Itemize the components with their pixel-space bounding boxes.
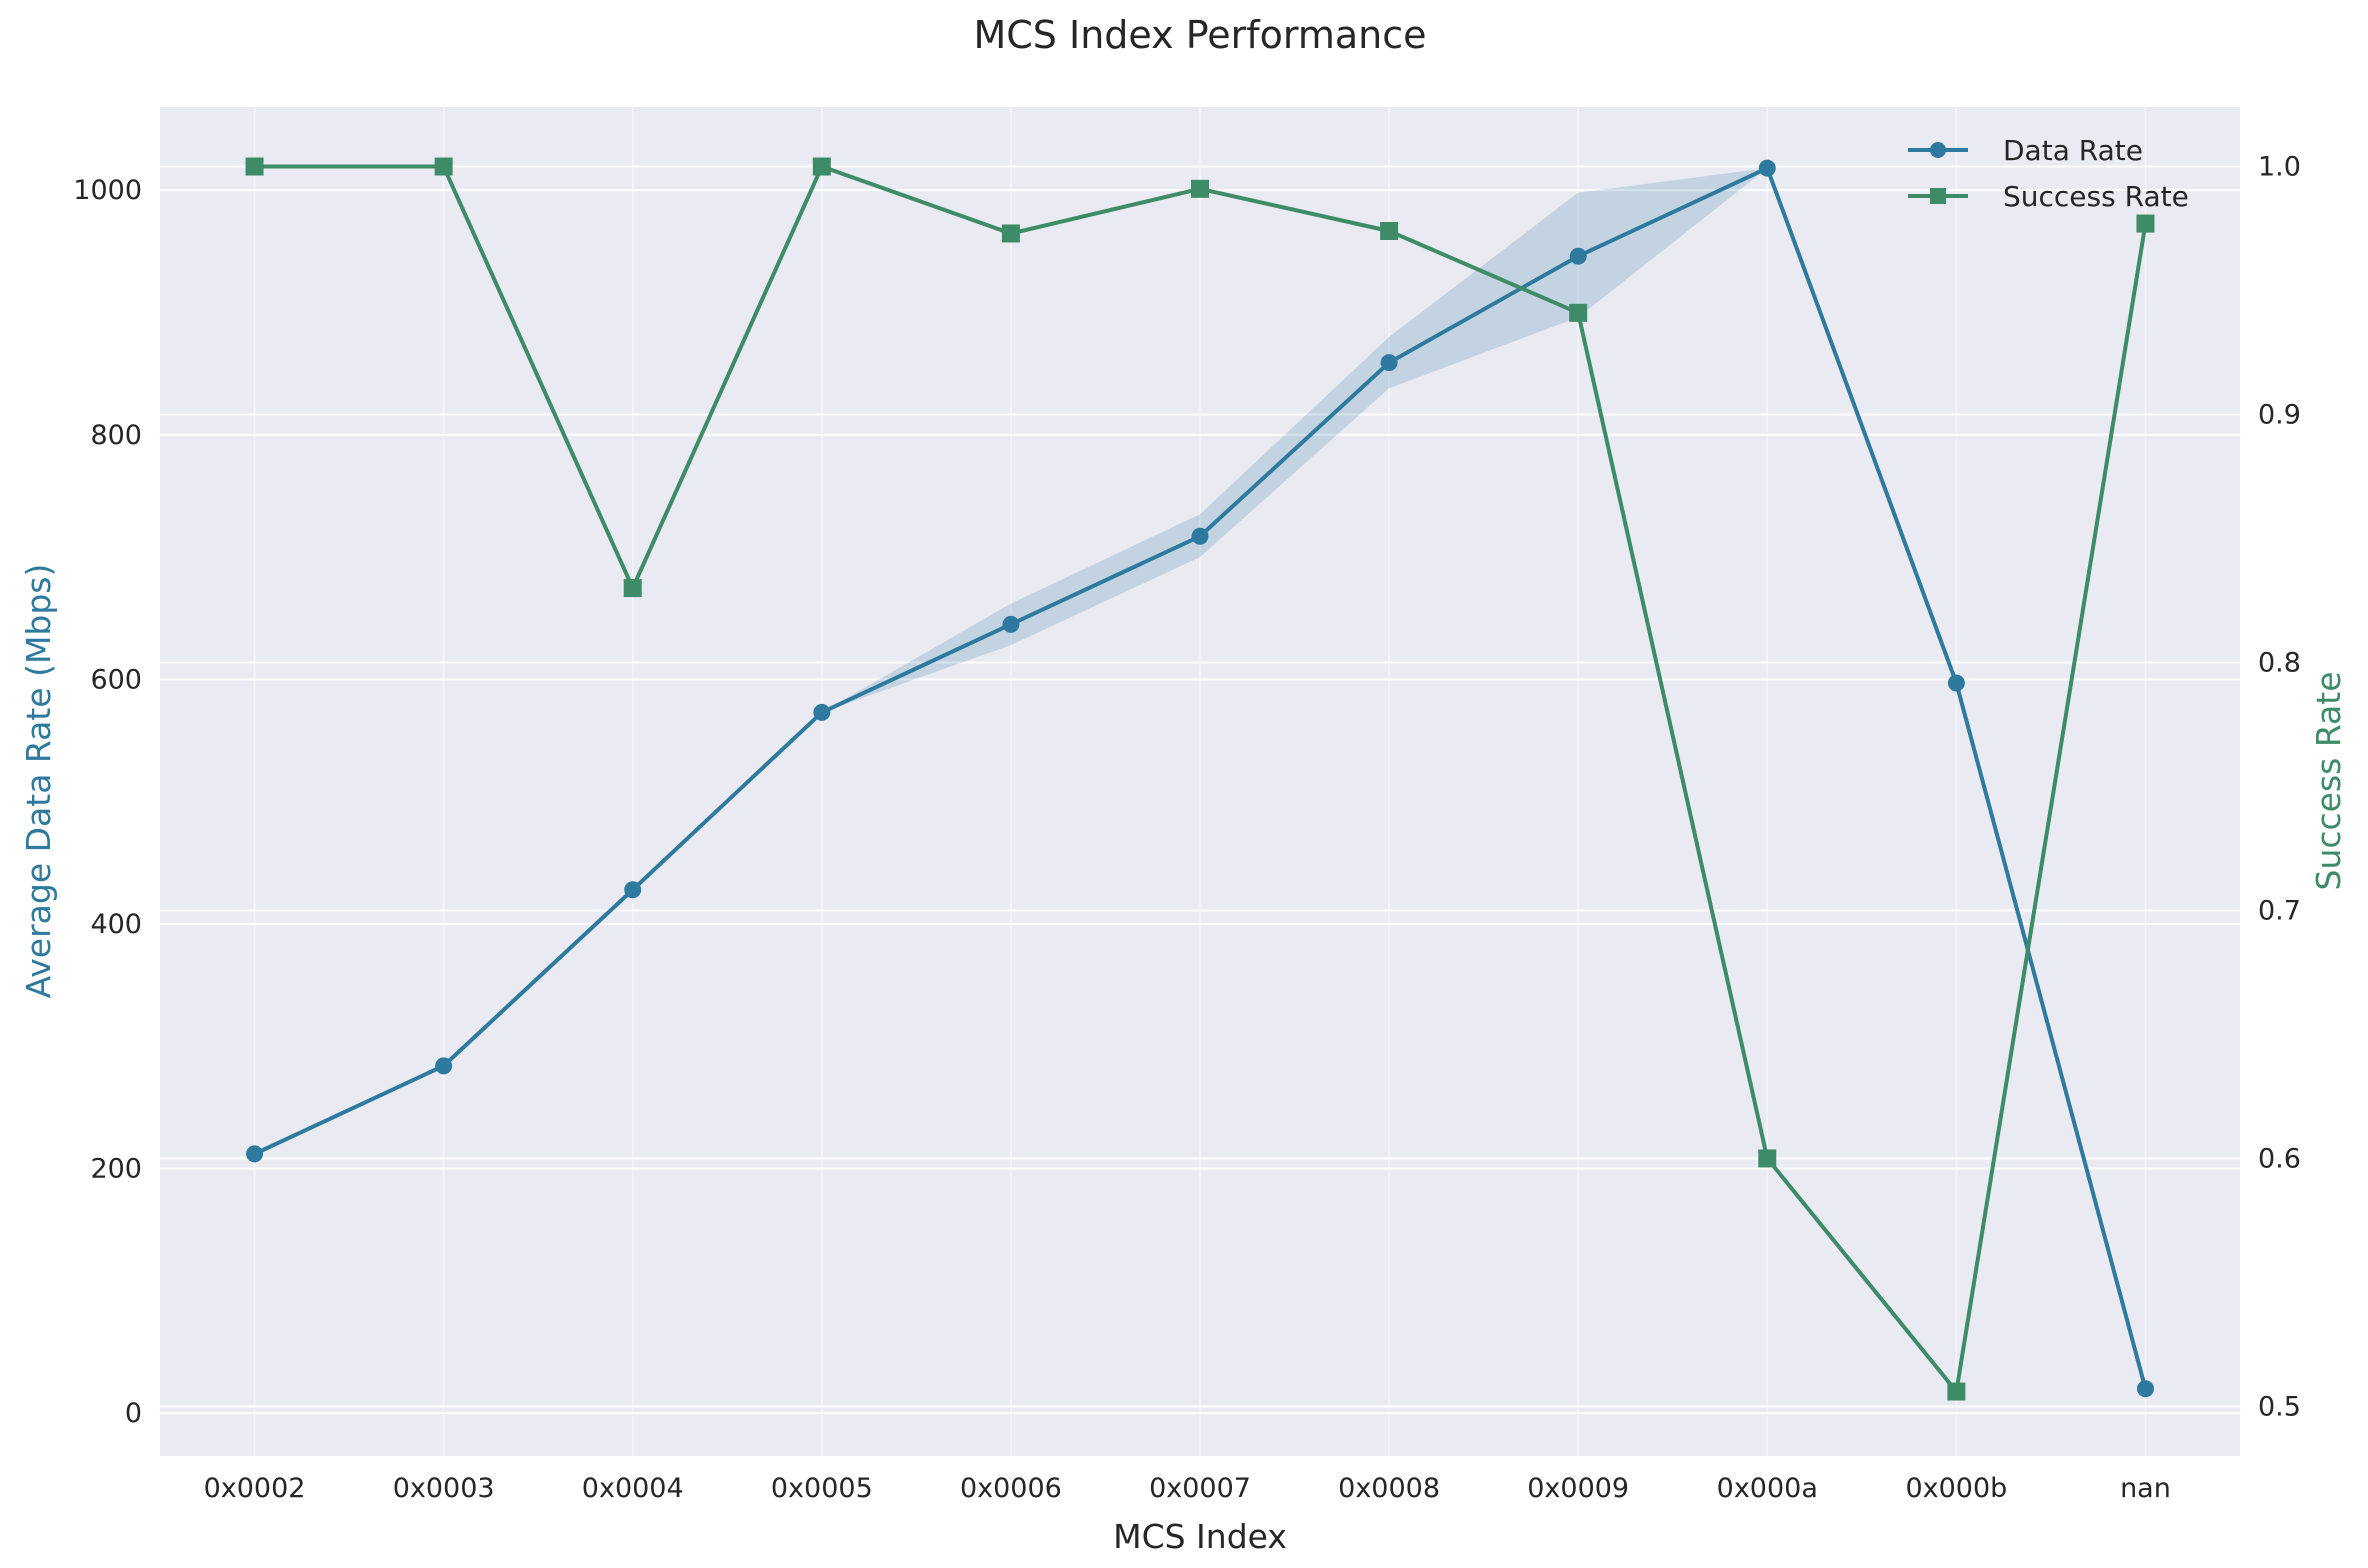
- success-rate-point: [1947, 1382, 1966, 1401]
- y2-axis-title: Success Rate: [2309, 672, 2348, 891]
- data-rate-point: [813, 703, 831, 721]
- y-tick-label: 0: [125, 1398, 142, 1429]
- success-rate-point: [623, 579, 642, 598]
- data-rate-point: [246, 1145, 264, 1163]
- x-tick-label: 0x0007: [1149, 1473, 1251, 1504]
- data-rate-point: [1191, 527, 1209, 545]
- data-rate-point: [2136, 1380, 2154, 1398]
- legend: Data Rate Success Rate: [1908, 134, 2189, 213]
- legend-square-marker-icon: [1930, 188, 1946, 204]
- y2-tick-label: 1.0: [2258, 152, 2301, 183]
- success-rate-point: [434, 157, 453, 176]
- y-tick-label: 800: [90, 420, 142, 451]
- legend-label-success-rate: Success Rate: [2003, 180, 2189, 213]
- y-axis-title: Average Data Rate (Mbps): [19, 564, 58, 999]
- grid-layer: [160, 107, 2240, 1456]
- y2-tick-label: 0.7: [2258, 895, 2301, 926]
- y-tick-label: 600: [90, 664, 142, 695]
- data-rate-point: [1758, 159, 1776, 177]
- x-tick-label: nan: [2120, 1473, 2171, 1504]
- data-rate-point: [1002, 615, 1020, 633]
- legend-item-data-rate: Data Rate: [1908, 134, 2143, 167]
- x-tick-label: 0x0005: [771, 1473, 873, 1504]
- x-tick-label: 0x0006: [960, 1473, 1062, 1504]
- success-rate-point: [1191, 179, 1209, 198]
- x-tick-label: 0x0003: [393, 1473, 495, 1504]
- y2-tick-label: 0.9: [2258, 399, 2301, 430]
- success-rate-point: [2136, 214, 2155, 233]
- legend-circle-marker-icon: [1930, 142, 1946, 158]
- legend-item-success-rate: Success Rate: [1908, 180, 2189, 213]
- chart-title: MCS Index Performance: [973, 13, 1426, 57]
- y2-tick-label: 0.5: [2258, 1391, 2301, 1422]
- success-rate-point: [1001, 224, 1020, 243]
- data-rate-point: [1380, 354, 1398, 372]
- data-rate-point: [435, 1057, 453, 1075]
- success-rate-point: [1380, 221, 1399, 240]
- x-tick-label: 0x0009: [1527, 1473, 1629, 1504]
- y-tick-label: 400: [90, 909, 142, 940]
- data-rate-point: [624, 881, 642, 899]
- y-tick-label: 200: [90, 1154, 142, 1185]
- success-rate-point: [245, 157, 264, 176]
- x-tick-label: 0x0008: [1338, 1473, 1440, 1504]
- success-rate-point: [1758, 1149, 1777, 1168]
- x-tick-label: 0x000a: [1717, 1473, 1818, 1504]
- data-rate-point: [1569, 247, 1587, 265]
- data-rate-point: [1947, 674, 1965, 692]
- tick-label-layer: 0x0002 0x0003 0x0004 0x0005 0x0006 0x0007 0x00…: [73, 152, 2301, 1504]
- x-tick-label: 0x000b: [1905, 1473, 2007, 1504]
- y2-tick-label: 0.8: [2258, 647, 2301, 678]
- success-rate-point: [1569, 303, 1588, 322]
- y-tick-label: 1000: [73, 175, 142, 206]
- series-layer: [245, 157, 2155, 1401]
- x-tick-label: 0x0004: [582, 1473, 684, 1504]
- x-axis-title: MCS Index: [1113, 1517, 1287, 1556]
- x-tick-label: 0x0002: [204, 1473, 306, 1504]
- legend-label-data-rate: Data Rate: [2003, 134, 2143, 167]
- y2-tick-label: 0.6: [2258, 1143, 2301, 1174]
- success-rate-point: [812, 157, 831, 176]
